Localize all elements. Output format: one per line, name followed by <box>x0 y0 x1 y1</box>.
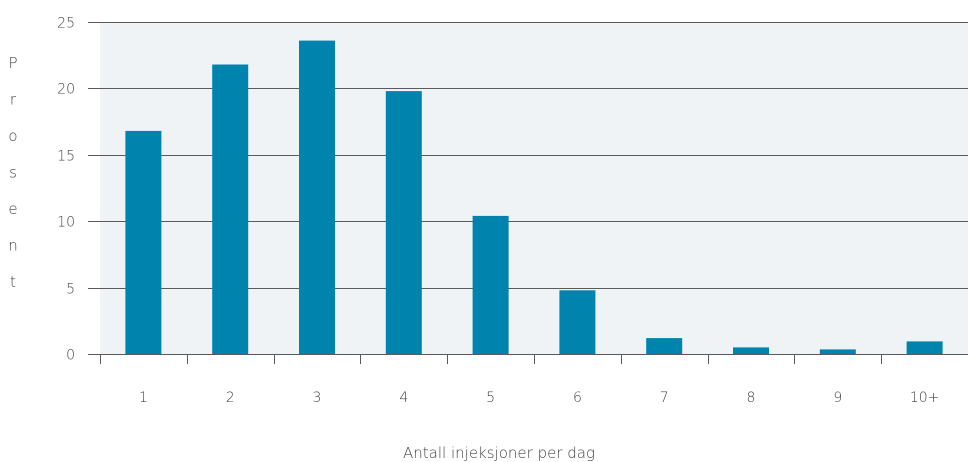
x-tick-label: 3 <box>313 390 322 406</box>
y-axis-title-letter: o <box>8 127 17 145</box>
x-tick-label: 7 <box>660 390 669 406</box>
y-tick-label: 0 <box>66 348 75 364</box>
x-tick-label: 6 <box>573 390 582 406</box>
x-tick-label: 9 <box>833 390 842 406</box>
y-axis-title-letter: n <box>8 237 18 255</box>
x-tick-label: 1 <box>139 390 148 406</box>
bar-4 <box>385 91 422 354</box>
bar-3 <box>299 40 335 354</box>
y-tick-label: 10 <box>57 215 75 231</box>
bar-10+ <box>906 341 943 354</box>
y-axis-title-letter: P <box>8 54 17 72</box>
y-axis-title-letter: t <box>10 273 16 291</box>
bar-2 <box>212 64 249 354</box>
x-tick-label: 2 <box>226 390 235 406</box>
x-tick-label: 5 <box>486 390 495 406</box>
bar-7 <box>646 338 683 354</box>
y-axis-title-letter: s <box>9 164 17 182</box>
bar-6 <box>559 290 596 354</box>
x-axis-title: Antall injeksjoner per dag <box>403 444 595 462</box>
x-tick-label: 8 <box>747 390 756 406</box>
bar-9 <box>819 349 856 354</box>
bar-8 <box>733 347 769 354</box>
x-tick-label: 4 <box>399 390 408 406</box>
y-tick-label: 20 <box>57 82 75 98</box>
x-axis: 1 2 3 4 5 6 7 8 9 10+ <box>100 354 968 406</box>
y-tick-label: 25 <box>57 16 75 32</box>
y-axis-title-letter: e <box>8 200 17 218</box>
y-axis-title: Pro se nt <box>8 54 18 291</box>
y-tick-label: 15 <box>57 149 75 165</box>
x-tick-label: 10+ <box>910 390 940 406</box>
y-tick-labels: 0 5 10 15 20 25 <box>57 16 75 364</box>
bar-1 <box>125 130 162 354</box>
y-axis-title-letter: r <box>10 91 17 109</box>
y-tick-label: 5 <box>66 282 75 298</box>
bar-5 <box>472 215 509 354</box>
bars <box>125 40 943 354</box>
